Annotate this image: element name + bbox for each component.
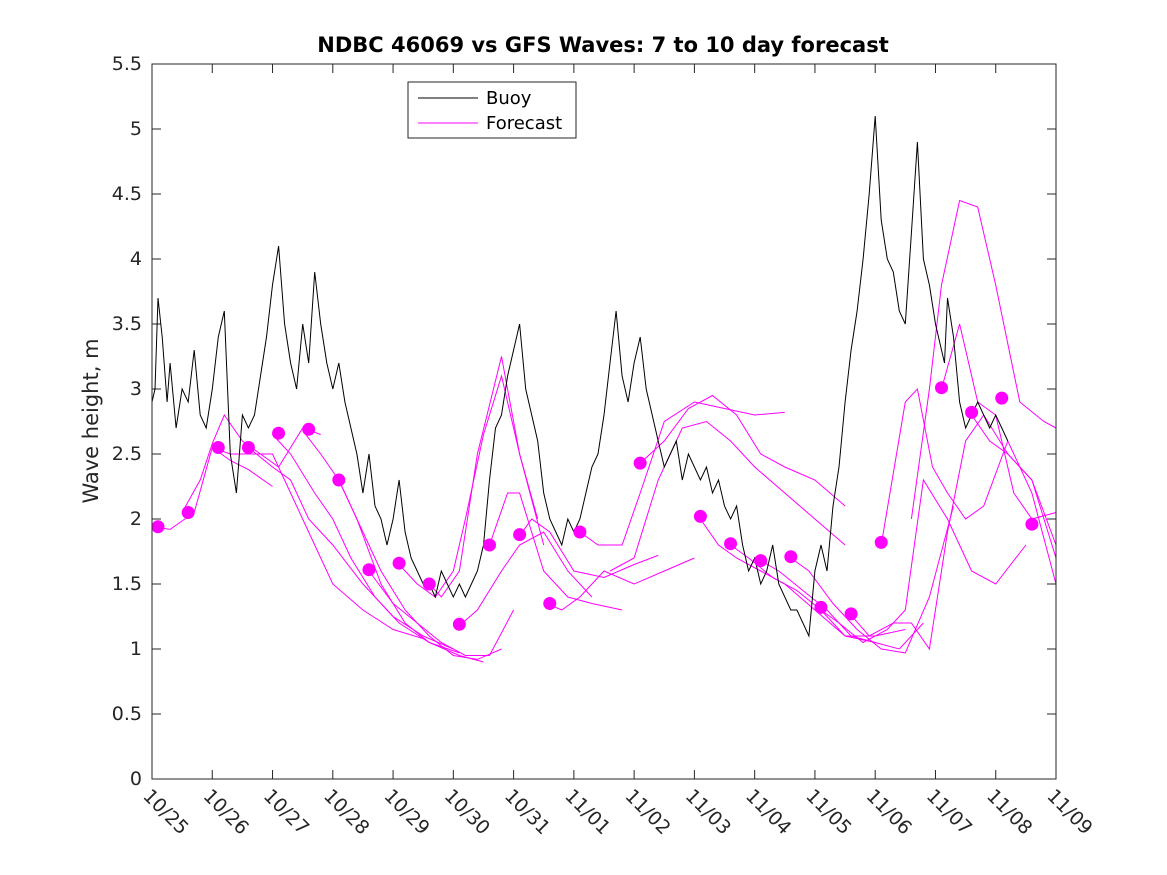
forecast-marker: [724, 537, 738, 551]
forecast-marker: [362, 563, 376, 577]
forecast-marker: [573, 525, 587, 539]
forecast-marker: [241, 441, 255, 454]
forecast-marker: [181, 506, 195, 519]
forecast-line: [971, 414, 1057, 546]
forecast-marker: [754, 554, 768, 568]
forecast-line: [459, 531, 593, 626]
forecast-marker: [633, 456, 647, 470]
forecast-marker: [693, 509, 707, 523]
forecast-line: [272, 434, 460, 654]
y-tick-label: 1: [130, 638, 142, 660]
y-tick-label: 3.5: [112, 313, 142, 335]
forecast-line: [609, 420, 846, 572]
data-layer: [151, 115, 1057, 663]
y-tick-label: 5: [130, 118, 142, 140]
x-tick-label: 10/28: [319, 785, 373, 839]
plot-area: [152, 64, 1056, 779]
forecast-marker: [874, 535, 888, 549]
forecast-line: [519, 518, 659, 579]
legend-box: [407, 81, 577, 139]
chart-title: NDBC 46069 vs GFS Waves: 7 to 10 day for…: [317, 33, 888, 57]
x-tick-labels: 10/25 10/26 10/27 10/28 10/29 10/30 10/31 11/01…: [138, 785, 1096, 839]
forecast-marker: [211, 441, 225, 454]
forecast-marker: [513, 528, 527, 542]
x-tick-label: 11/07: [922, 785, 976, 839]
forecast-marker: [302, 422, 316, 436]
y-tick-label: 0.5: [112, 703, 142, 725]
x-tick-label: 10/29: [380, 785, 434, 839]
x-tick-label: 11/02: [621, 785, 675, 839]
legend-forecast-label: Forecast: [486, 113, 562, 134]
forecast-marker: [272, 426, 286, 440]
x-tick-label: 11/04: [741, 785, 795, 839]
y-tick-labels: 0 0.5 1 1.5 2 2.5 3 3.5 4 4.5 5 5.5: [112, 53, 142, 790]
forecast-marker: [452, 617, 466, 631]
forecast-line: [579, 401, 785, 546]
y-axis-label: Wave height, m: [79, 338, 103, 503]
y-tick-label: 2.5: [112, 443, 142, 465]
y-tick-label: 4: [130, 248, 142, 270]
buoy-line: [151, 115, 1009, 638]
x-tick-label: 10/25: [138, 785, 192, 839]
plot-frame: [151, 63, 1057, 780]
y-tick-label: 1.5: [112, 573, 142, 595]
forecast-line: [368, 570, 515, 656]
forecast-line: [181, 413, 321, 513]
legend-buoy-label: Buoy: [486, 88, 532, 109]
forecast-marker: [965, 405, 979, 419]
y-tick-label: 5.5: [112, 53, 142, 75]
x-tick-label: 11/08: [982, 785, 1036, 839]
y-tick-label: 3: [130, 378, 142, 400]
x-tick-label: 10/31: [500, 785, 554, 839]
forecast-marker: [422, 577, 436, 591]
forecast-marker: [392, 556, 406, 570]
forecast-marker: [543, 597, 557, 610]
forecast-line: [820, 478, 1027, 644]
forecast-line: [489, 492, 623, 611]
y-tick-label: 0: [130, 768, 142, 790]
forecast-line: [639, 394, 846, 507]
y-tick-label: 4.5: [112, 183, 142, 205]
x-tick-label: 11/01: [560, 785, 614, 839]
forecast-marker: [844, 607, 858, 621]
x-tick-label: 10/26: [199, 785, 253, 839]
x-tick-label: 10/30: [440, 785, 494, 839]
forecast-marker: [934, 381, 948, 395]
x-tick-label: 11/06: [862, 785, 916, 839]
forecast-line: [398, 374, 539, 598]
forecast-marker: [151, 520, 165, 534]
forecast-line: [302, 430, 484, 663]
forecast-marker: [332, 473, 346, 487]
y-tick-label: 2: [130, 508, 142, 530]
forecast-marker: [482, 538, 496, 552]
forecast-marker: [1025, 517, 1039, 531]
legend: Buoy Forecast: [407, 81, 577, 139]
x-tick-label: 11/03: [681, 785, 735, 839]
x-tick-label: 11/05: [801, 785, 855, 839]
x-tick-label: 11/09: [1042, 785, 1096, 839]
forecast-marker: [784, 550, 798, 564]
forecast-marker: [814, 600, 828, 614]
forecast-line: [428, 356, 545, 598]
forecast-line: [549, 557, 695, 611]
forecast-line: [910, 199, 1057, 520]
forecast-marker: [995, 391, 1009, 405]
x-tick-label: 10/27: [259, 785, 313, 839]
